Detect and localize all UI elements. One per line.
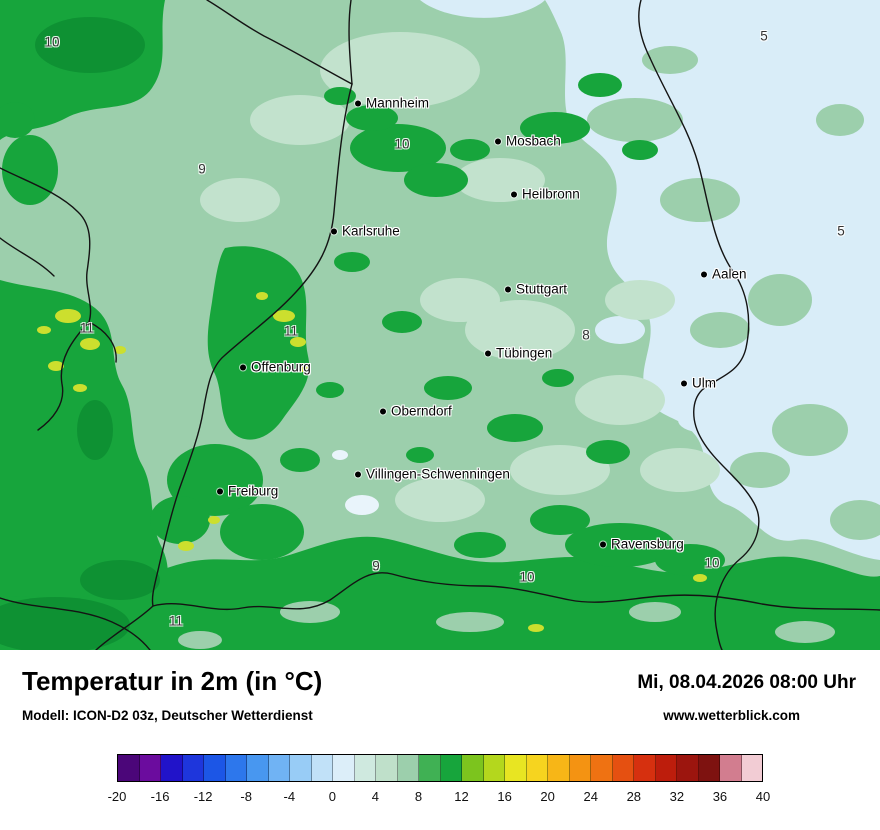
legend-color-cell	[612, 755, 634, 781]
legend-color-cell	[290, 755, 312, 781]
legend-color-cell	[483, 755, 505, 781]
legend-tick-label: -4	[283, 789, 296, 804]
legend-color-cell	[161, 755, 183, 781]
map-footer: Temperatur in 2m (in °C) Mi, 08.04.2026 …	[0, 650, 880, 830]
legend-color-cell	[440, 755, 462, 781]
legend-color-cell	[139, 755, 161, 781]
legend-color-cell	[462, 755, 484, 781]
legend-color-cell	[419, 755, 441, 781]
legend-color-cell	[182, 755, 204, 781]
legend-color-cell	[118, 755, 140, 781]
legend-color-cell	[268, 755, 290, 781]
border-lines	[0, 0, 880, 650]
legend-color-cell	[548, 755, 570, 781]
legend-color-cell	[333, 755, 355, 781]
legend-tick-label: 16	[497, 789, 512, 804]
legend-color-cell	[376, 755, 398, 781]
legend-tick-label: 40	[755, 789, 771, 804]
legend-color-cell	[247, 755, 269, 781]
model-info: Modell: ICON-D2 03z, Deutscher Wetterdie…	[22, 708, 313, 723]
legend-color-cell	[505, 755, 527, 781]
legend-tick-labels: -20 -16 -12 -8 -4 0 4 8 12 16 20 24 28 32 36 40	[108, 789, 771, 805]
legend-tick-label: 12	[454, 789, 469, 804]
legend-color-cell	[720, 755, 742, 781]
temperature-legend: -20 -16 -12 -8 -4 0 4 8 12 16 20 24 28 32 36 40	[108, 754, 771, 805]
legend-color-cell	[569, 755, 591, 781]
legend-tick-label: 4	[371, 789, 380, 804]
legend-tick-label: -12	[193, 789, 213, 804]
legend-color-cell	[225, 755, 247, 781]
legend-tick-label: -16	[150, 789, 170, 804]
legend-color-cell	[655, 755, 677, 781]
legend-color-cell	[741, 755, 762, 781]
legend-color-cell	[397, 755, 419, 781]
legend-color-bar	[117, 754, 763, 782]
legend-color-cell	[526, 755, 548, 781]
temperature-map: 10 5 9 10 5 11 11 8 9 10 10 11 Mannheim Mosbach Heilb…	[0, 0, 880, 650]
legend-tick-label: -20	[107, 789, 127, 804]
legend-tick-label: 36	[712, 789, 728, 804]
legend-color-cell	[354, 755, 376, 781]
legend-color-cell	[677, 755, 699, 781]
legend-tick-label: 8	[414, 789, 423, 804]
legend-tick-label: 32	[669, 789, 685, 804]
legend-color-cell	[591, 755, 613, 781]
page-title: Temperatur in 2m (in °C)	[22, 666, 323, 696]
legend-color-cell	[634, 755, 656, 781]
legend-tick-label: 24	[583, 789, 598, 804]
legend-color-cell	[698, 755, 720, 781]
legend-color-cell	[204, 755, 226, 781]
legend-tick-label: 28	[626, 789, 642, 804]
temperature-map-svg	[0, 0, 880, 650]
legend-tick-label: -8	[240, 789, 252, 804]
forecast-datetime: Mi, 08.04.2026 08:00 Uhr	[637, 672, 856, 693]
legend-color-cell	[311, 755, 333, 781]
legend-tick-label: 20	[540, 789, 555, 804]
website-link: www.wetterblick.com	[663, 708, 800, 723]
legend-tick-label: 0	[328, 789, 336, 804]
